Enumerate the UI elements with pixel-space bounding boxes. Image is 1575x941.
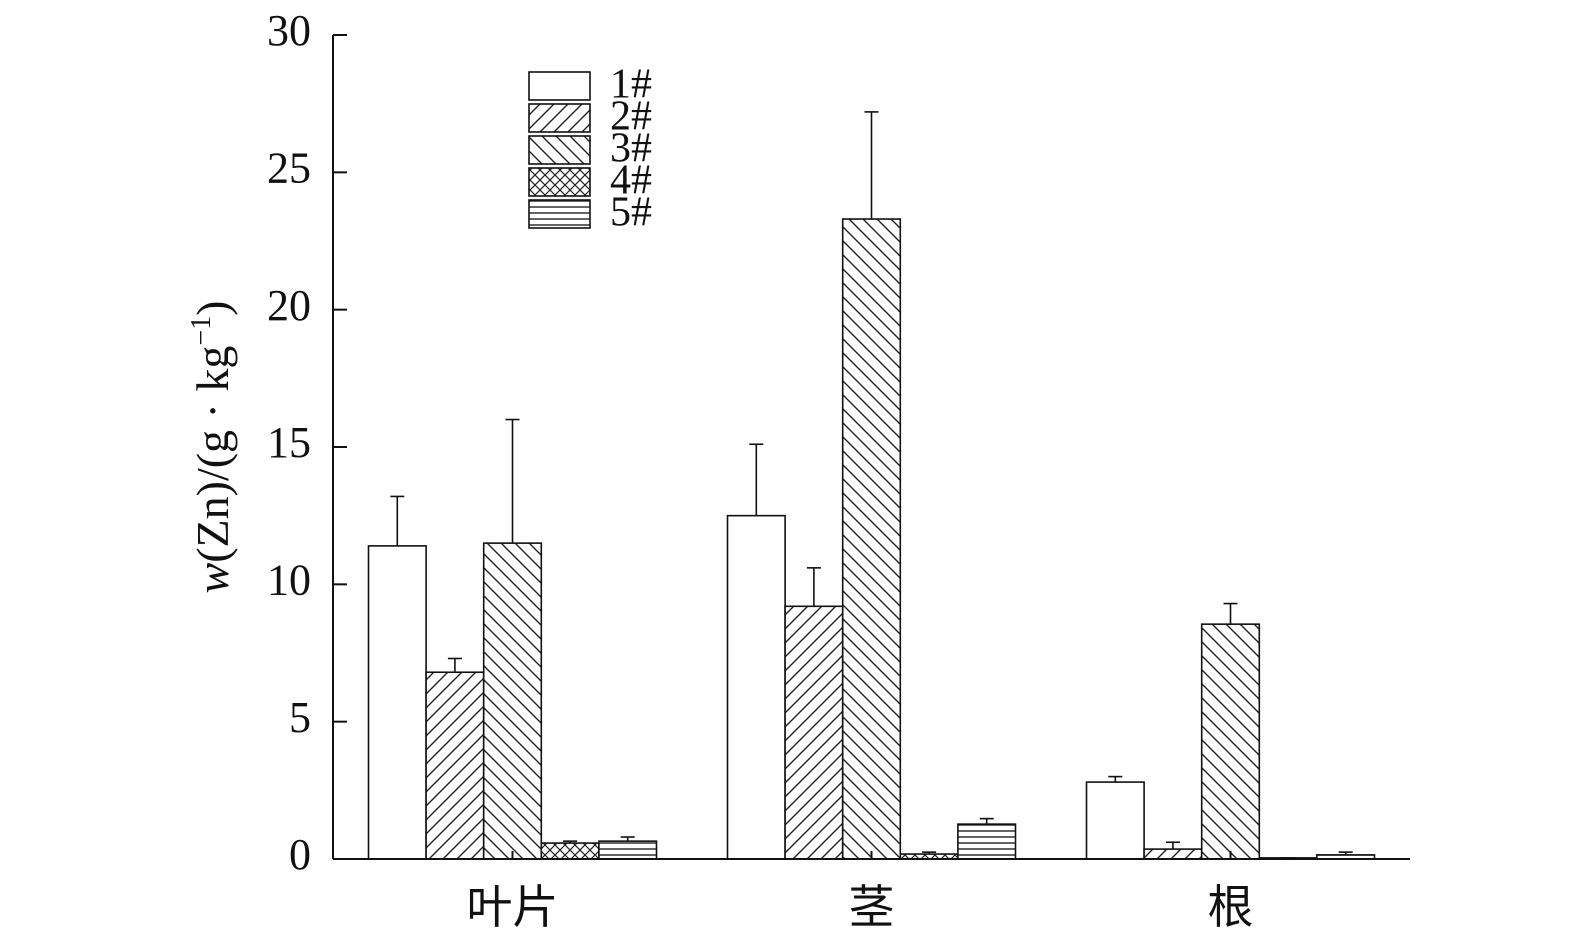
bar <box>841 218 902 860</box>
x-tick-label: 茎 <box>849 882 895 933</box>
legend-label: 3# <box>610 126 652 172</box>
bar <box>540 842 600 860</box>
legend-swatch <box>528 103 591 133</box>
x-tick-label: 根 <box>1208 882 1254 933</box>
legend-label: 5# <box>610 190 652 236</box>
legend-label: 4# <box>610 158 652 204</box>
y-tick-label: 25 <box>267 143 311 192</box>
bar <box>1143 848 1203 860</box>
legend-label: 1# <box>610 62 652 108</box>
y-tick-label: 5 <box>289 693 311 742</box>
y-tick-label: 15 <box>267 418 311 467</box>
legend-swatch <box>528 135 591 165</box>
x-tick-label: 叶片 <box>467 882 559 933</box>
y-tick-label: 0 <box>289 830 311 879</box>
y-tick-label: 30 <box>267 6 311 55</box>
bar <box>598 840 658 860</box>
bar <box>425 671 485 860</box>
bar <box>1085 781 1145 860</box>
bar <box>482 542 543 860</box>
bar <box>784 605 844 860</box>
legend-swatch <box>528 167 591 197</box>
legend-label: 2# <box>610 94 652 140</box>
y-tick-label: 20 <box>267 281 311 330</box>
bar <box>367 545 427 860</box>
legend-swatch <box>528 199 591 229</box>
bar <box>726 514 786 860</box>
y-axis-label: w(Zn)/(g · kg−1) <box>186 301 238 594</box>
bar <box>957 823 1017 860</box>
legend-swatch <box>528 71 591 101</box>
y-tick-label: 10 <box>267 555 311 604</box>
bar <box>1200 623 1261 860</box>
